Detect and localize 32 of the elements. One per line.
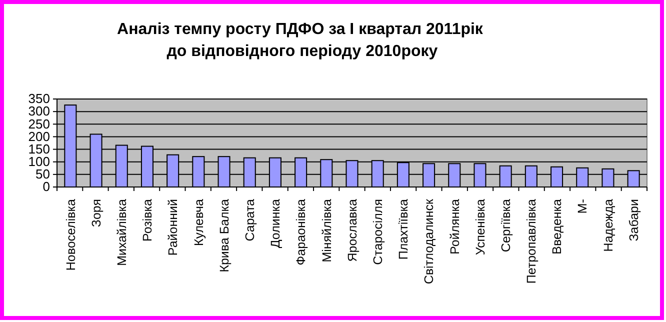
y-tick-label: 350 — [28, 91, 50, 106]
x-tick-label: Забари — [626, 198, 641, 242]
x-tick-label: Районний — [166, 198, 180, 256]
x-tick-label: Сергіївка — [498, 198, 513, 252]
x-tick-label: Кулевча — [192, 198, 206, 246]
x-tick-label: М- — [576, 199, 590, 214]
y-tick-label: 150 — [28, 141, 50, 156]
chart-title: Аналіз темпу росту ПДФО за І квартал 2011рік до відповідного періоду 2010року — [117, 21, 484, 60]
x-tick-label: Міняйлівка — [320, 198, 334, 262]
x-tick-label: Надежда — [601, 198, 616, 252]
x-tick-label: Плахтіївка — [396, 198, 411, 260]
y-tick-label: 50 — [36, 166, 50, 182]
y-tick-label: 200 — [28, 128, 50, 144]
x-tick-label: Ярославка — [345, 198, 360, 262]
x-tick-label: Петропавлівка — [524, 198, 539, 284]
x-tick-label: Фараонівка — [294, 198, 308, 266]
y-tick-label: 0 — [42, 179, 50, 194]
y-tick-label: 100 — [28, 154, 50, 170]
x-tick-label: Крива Балка — [217, 198, 232, 272]
y-tick-label: 300 — [28, 104, 50, 119]
x-tick-label: Світлодалинск — [422, 198, 436, 284]
x-tick-label: Введенка — [550, 198, 564, 254]
x-tick-label: Розівка — [140, 198, 155, 242]
x-tick-label: Долинка — [268, 198, 283, 248]
x-tick-label: Успенівка — [473, 198, 488, 256]
x-tick-label: Сарата — [242, 198, 257, 242]
y-tick-label: 250 — [28, 116, 50, 132]
x-tick-label: Михайлівка — [115, 198, 130, 266]
x-tick-label: Старосілля — [370, 199, 385, 265]
x-tick-label: Ройлянка — [448, 198, 462, 254]
x-tick-label: Новоселівка — [64, 198, 78, 271]
x-tick-label: Зоря — [89, 199, 104, 228]
